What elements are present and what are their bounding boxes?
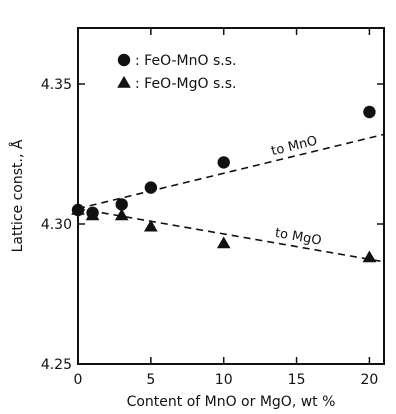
trend-line-label: to MgO xyxy=(274,226,323,249)
x-tick-label: 10 xyxy=(215,372,233,388)
y-tick-label: 4.25 xyxy=(41,357,72,373)
legend-label: : FeO-MgO s.s. xyxy=(135,76,236,92)
x-axis-label: Content of MnO or MgO, wt % xyxy=(127,394,336,410)
x-tick-label: 15 xyxy=(288,372,306,388)
mgo-data-point xyxy=(362,250,377,263)
x-tick-label: 0 xyxy=(74,372,83,388)
mgo-data-point xyxy=(85,208,100,221)
y-tick-label: 4.35 xyxy=(41,77,72,93)
x-tick-label: 20 xyxy=(361,372,379,388)
data-points xyxy=(71,105,377,263)
mno-data-point xyxy=(115,198,128,211)
mno-data-point xyxy=(363,105,376,119)
legend-marker xyxy=(117,75,131,88)
x-tick-label: 5 xyxy=(146,372,155,388)
mgo-data-point xyxy=(71,202,85,215)
legend-marker xyxy=(117,53,131,67)
mno-data-point xyxy=(217,156,230,169)
mgo-data-point xyxy=(216,236,231,249)
y-axis-label: Lattice const., Å xyxy=(9,139,26,252)
mgo-data-point xyxy=(144,219,158,232)
legend: : FeO-MnO s.s. : FeO-MgO s.s. xyxy=(117,53,236,92)
y-tick-label: 4.30 xyxy=(41,217,72,233)
mno-data-point xyxy=(144,181,158,194)
mgo-data-point xyxy=(114,208,129,221)
plot-frame xyxy=(77,27,385,365)
trend-line xyxy=(77,207,385,263)
trend-line xyxy=(77,133,385,210)
legend-label: : FeO-MnO s.s. xyxy=(135,53,236,69)
axis-ticks: 0 5 10 15 20 4.25 4.30 4.35 xyxy=(41,28,384,388)
